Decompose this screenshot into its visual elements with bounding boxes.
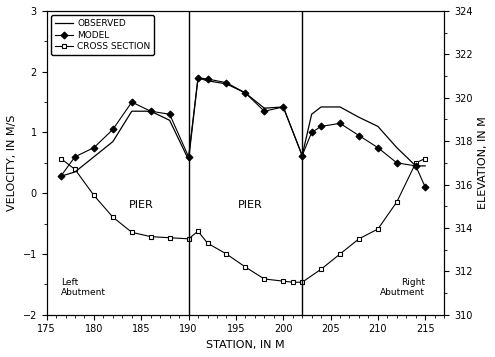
Text: PIER: PIER — [238, 200, 262, 210]
CROSS SECTION — [110, 215, 116, 219]
CROSS SECTION — [223, 252, 229, 256]
CROSS SECTION — [167, 236, 173, 240]
OBSERVED — [129, 109, 135, 114]
OBSERVED — [243, 91, 248, 95]
MODEL — [261, 109, 267, 114]
CROSS SECTION — [148, 235, 153, 239]
CROSS SECTION — [261, 277, 267, 281]
CROSS SECTION — [394, 200, 400, 204]
CROSS SECTION — [337, 252, 343, 256]
Y-axis label: VELOCITY, IN M/S: VELOCITY, IN M/S — [7, 115, 17, 211]
Y-axis label: ELEVATION, IN M: ELEVATION, IN M — [478, 116, 488, 209]
CROSS SECTION — [58, 156, 64, 161]
OBSERVED — [394, 146, 400, 150]
MODEL — [422, 185, 428, 189]
MODEL — [148, 109, 153, 114]
Line: MODEL: MODEL — [58, 75, 428, 190]
CROSS SECTION — [413, 161, 419, 165]
MODEL — [280, 105, 286, 109]
OBSERVED — [309, 112, 315, 116]
CROSS SECTION — [129, 230, 135, 235]
CROSS SECTION — [290, 280, 296, 285]
OBSERVED — [167, 118, 173, 122]
Line: OBSERVED: OBSERVED — [61, 78, 425, 176]
OBSERVED — [422, 164, 428, 168]
MODEL — [110, 127, 116, 132]
OBSERVED — [337, 105, 343, 109]
CROSS SECTION — [356, 237, 362, 241]
MODEL — [58, 174, 64, 178]
Text: PIER: PIER — [129, 200, 153, 210]
OBSERVED — [280, 105, 286, 109]
CROSS SECTION — [72, 167, 78, 171]
MODEL — [356, 134, 362, 138]
CROSS SECTION — [375, 227, 381, 231]
OBSERVED — [58, 174, 64, 178]
Legend: OBSERVED, MODEL, CROSS SECTION: OBSERVED, MODEL, CROSS SECTION — [51, 15, 154, 55]
MODEL — [337, 121, 343, 126]
CROSS SECTION — [195, 229, 201, 233]
MODEL — [243, 91, 248, 95]
OBSERVED — [413, 164, 419, 168]
OBSERVED — [110, 140, 116, 144]
MODEL — [318, 124, 324, 129]
OBSERVED — [318, 105, 324, 109]
MODEL — [72, 155, 78, 159]
CROSS SECTION — [204, 241, 210, 245]
OBSERVED — [375, 124, 381, 129]
CROSS SECTION — [299, 280, 305, 285]
MODEL — [413, 164, 419, 168]
MODEL — [186, 155, 192, 159]
CROSS SECTION — [243, 265, 248, 269]
MODEL — [91, 146, 97, 150]
MODEL — [195, 76, 201, 80]
MODEL — [129, 100, 135, 104]
MODEL — [299, 154, 305, 158]
Text: Left
Abutment: Left Abutment — [61, 278, 106, 297]
X-axis label: STATION, IN M: STATION, IN M — [206, 340, 285, 350]
MODEL — [394, 161, 400, 165]
CROSS SECTION — [186, 237, 192, 241]
MODEL — [204, 77, 210, 81]
OBSERVED — [91, 155, 97, 159]
OBSERVED — [204, 79, 210, 83]
CROSS SECTION — [280, 279, 286, 283]
OBSERVED — [299, 154, 305, 158]
OBSERVED — [356, 115, 362, 120]
OBSERVED — [223, 82, 229, 86]
CROSS SECTION — [318, 267, 324, 271]
OBSERVED — [261, 106, 267, 110]
MODEL — [309, 130, 315, 135]
MODEL — [223, 81, 229, 85]
Text: Right
Abutment: Right Abutment — [380, 278, 425, 297]
Line: CROSS SECTION: CROSS SECTION — [58, 156, 428, 285]
OBSERVED — [195, 76, 201, 80]
OBSERVED — [148, 109, 153, 114]
OBSERVED — [186, 158, 192, 162]
CROSS SECTION — [422, 156, 428, 161]
MODEL — [167, 112, 173, 116]
OBSERVED — [72, 170, 78, 174]
CROSS SECTION — [91, 193, 97, 197]
MODEL — [375, 146, 381, 150]
